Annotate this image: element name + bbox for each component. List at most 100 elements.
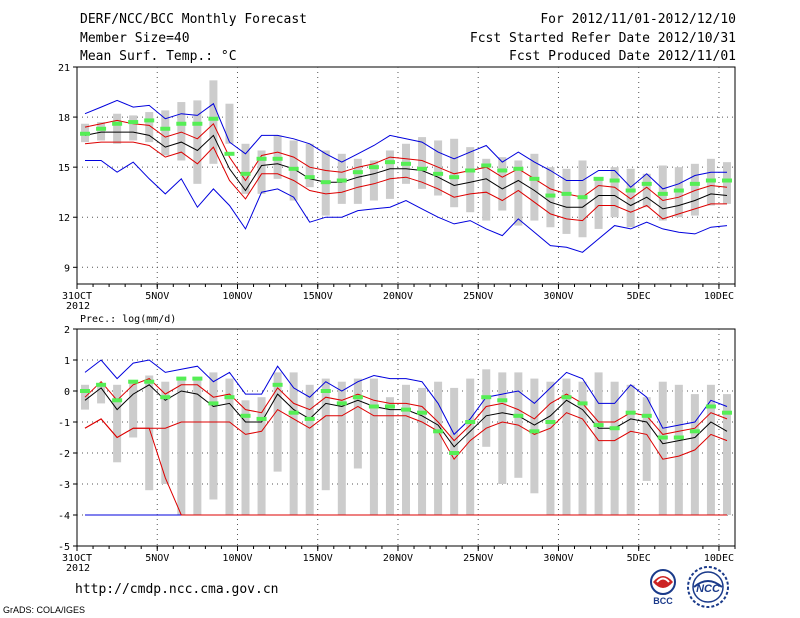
temp-xtick-label: 15NOV: [303, 291, 333, 302]
prec-ytick-label: -2: [58, 449, 70, 460]
temp-median-bar: [449, 175, 460, 180]
temp-xtick-label: 31OCT: [62, 291, 92, 302]
bcc-logo: BCC: [650, 569, 676, 606]
prec-xtick-label: 5DEC: [627, 553, 651, 564]
prec-median-bar: [112, 398, 123, 403]
temp-spread-box: [97, 122, 106, 141]
prec-spread-box: [562, 378, 571, 515]
prec-xtick-label: 10DEC: [704, 553, 734, 564]
prec-median-bar: [513, 413, 524, 418]
prec-median-bar: [577, 401, 588, 406]
prec-spread-box: [482, 369, 491, 447]
prec-median-bar: [176, 376, 187, 381]
temp-median-bar: [513, 166, 524, 171]
temp-median-bar: [320, 180, 331, 185]
temp-median-bar: [529, 176, 540, 181]
temp-plot-frame: [76, 66, 736, 285]
prec-median-bar: [561, 395, 572, 400]
temp-spread-box: [514, 160, 523, 226]
member-size: Member Size=40: [80, 31, 190, 46]
prec-median-bar: [128, 379, 139, 384]
temp-median-bar: [160, 126, 171, 131]
prec-xtick-label: 5NOV: [145, 553, 169, 564]
prec-spread-box: [385, 397, 394, 515]
temp-mean-line: [84, 131, 728, 210]
prec-median-bar: [144, 379, 155, 384]
forecast-produced-date: Fcst Produced Date 2012/11/01: [509, 49, 736, 64]
temp-median-bar: [288, 166, 299, 171]
temp-median-bar: [561, 191, 572, 196]
prec-ytick-label: 2: [64, 325, 70, 336]
prec-median-bar: [721, 410, 732, 415]
temp-median-bar: [721, 178, 732, 183]
temp-median-bar: [657, 191, 668, 196]
temp-median-bar: [192, 121, 203, 126]
temp-median-bar: [689, 181, 700, 186]
prec-median-bar: [288, 410, 299, 415]
prec-median-bar: [673, 435, 684, 440]
prec-year-label: 2012: [66, 563, 90, 574]
ncc-logo: NCC: [687, 566, 729, 608]
temp-spread-box: [161, 110, 170, 156]
temp-spread-box: [642, 173, 651, 208]
temp-median-bar: [368, 165, 379, 170]
temp-ytick-label: 15: [58, 163, 70, 174]
prec-ytick-label: -1: [58, 418, 70, 429]
temp-ytick-label: 12: [58, 213, 70, 224]
prec-median-bar: [160, 395, 171, 400]
prec-spread-box: [658, 381, 667, 515]
temp-band-high-line: [84, 119, 728, 202]
temp-median-bar: [272, 156, 283, 161]
temp-spread-box: [610, 167, 619, 218]
prec-xtick-label: 30NOV: [543, 553, 573, 564]
prec-ytick-label: 1: [64, 356, 70, 367]
prec-spread-box: [674, 384, 683, 515]
temp-median-bar: [625, 188, 636, 193]
prec-median-bar: [224, 395, 235, 400]
temp-median-bar: [128, 120, 139, 125]
prec-spread-box: [626, 384, 635, 515]
temp-spread-box: [594, 177, 603, 229]
temp-xtick-label: 25NOV: [463, 291, 493, 302]
prec-spread-box: [113, 384, 122, 463]
temp-xtick-label: 10NOV: [222, 291, 252, 302]
temp-median-bar: [176, 121, 187, 126]
prec-median-bar: [80, 389, 91, 393]
temp-median-bar: [256, 156, 267, 161]
prec-median-bar: [497, 398, 508, 403]
source-url[interactable]: http://cmdp.ncc.cma.gov.cn: [75, 582, 279, 597]
prec-median-bar: [433, 429, 444, 434]
prec-spread-box: [466, 378, 475, 515]
prec-spread-box: [161, 381, 170, 484]
temp-ytick-label: 18: [58, 113, 70, 124]
prec-median-bar: [657, 435, 668, 440]
temp-median-bar: [705, 178, 716, 183]
prec-median-bar: [192, 376, 203, 381]
prec-spread-box: [546, 381, 555, 515]
prec-spread-box: [594, 372, 603, 515]
temp-envelope-high-line: [84, 99, 727, 190]
temp-xtick-label: 5DEC: [627, 291, 651, 302]
temp-median-bar: [96, 126, 107, 131]
temp-median-bar: [240, 171, 251, 176]
temp-spread-box: [113, 113, 122, 144]
prec-median-bar: [401, 407, 411, 412]
prec-plot-frame: [76, 328, 736, 547]
prec-xtick-label: 15NOV: [303, 553, 333, 564]
prec-spread-box: [97, 384, 106, 404]
prec-xtick-label: 10NOV: [222, 553, 252, 564]
prec-median-bar: [545, 420, 556, 424]
prec-envelope-high-line: [84, 359, 728, 436]
prec-spread-box: [337, 381, 346, 515]
temp-year-label: 2012: [66, 301, 90, 312]
temp-spread-box: [305, 143, 314, 188]
prec-median-bar: [529, 429, 540, 434]
prec-spread-box: [418, 387, 427, 515]
prec-band-low-line: [84, 418, 727, 516]
temp-xtick-label: 5NOV: [145, 291, 169, 302]
prec-panel-title: Prec.: log(mm/d): [80, 314, 176, 325]
prec-spread-box: [305, 384, 314, 515]
temp-median-bar: [384, 160, 395, 165]
prec-spread-box: [642, 397, 651, 481]
temp-spread-box: [225, 103, 234, 144]
